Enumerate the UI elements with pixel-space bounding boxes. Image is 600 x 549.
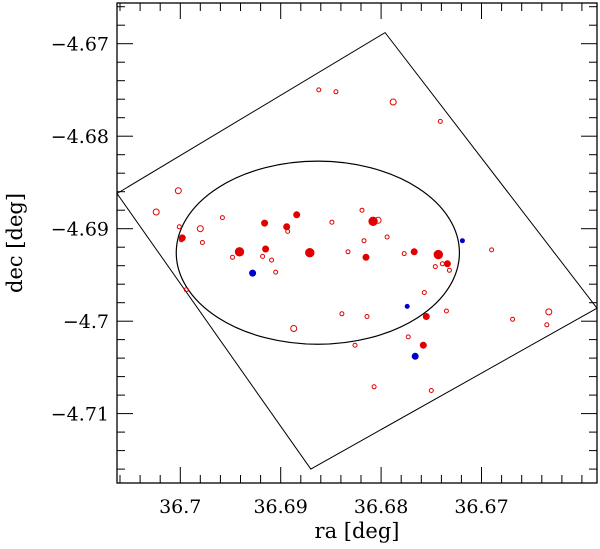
red-open-point [333, 89, 339, 95]
red-filled-point [368, 216, 378, 227]
red-open-point [443, 308, 449, 314]
y-tick-label: −4.69 [51, 219, 109, 241]
red-filled-point [443, 260, 451, 268]
red-filled-point [293, 211, 301, 219]
x-axis-label: ra [deg] [315, 519, 400, 543]
red-filled-point [362, 253, 370, 261]
red-open-point [260, 253, 266, 259]
red-open-point [152, 208, 160, 216]
blue-point [459, 238, 465, 244]
x-tick-label: 36.67 [454, 496, 508, 518]
red-filled-point [261, 219, 269, 227]
red-open-point [545, 308, 553, 316]
red-open-point [446, 267, 452, 273]
red-open-point [230, 254, 235, 260]
red-filled-point [178, 234, 186, 242]
red-open-point [176, 224, 182, 230]
x-tick-label: 36.7 [159, 496, 201, 518]
red-open-point [183, 287, 189, 293]
red-open-point [544, 322, 550, 328]
red-open-point [510, 316, 516, 322]
plot-frame [116, 2, 598, 484]
y-tick-label: −4.68 [51, 126, 109, 148]
red-open-point [196, 225, 204, 233]
red-open-point [428, 388, 434, 393]
x-tick-label: 36.68 [354, 496, 408, 518]
red-open-point [361, 238, 367, 244]
red-filled-point [410, 248, 418, 256]
red-open-point [316, 87, 322, 93]
red-open-point [359, 207, 365, 213]
footprint-layer [116, 31, 598, 470]
y-tick-label: −4.7 [63, 311, 109, 333]
red-filled-point [422, 313, 430, 320]
red-open-point [389, 98, 397, 106]
red-open-point [339, 311, 345, 317]
red-open-point [269, 257, 275, 263]
red-open-point [489, 247, 495, 253]
red-open-point [384, 234, 390, 240]
red-open-point [401, 251, 407, 257]
red-open-point [329, 219, 335, 225]
points-layer [152, 87, 553, 393]
red-filled-point [262, 245, 270, 253]
red-open-point [199, 240, 205, 245]
blue-point [411, 352, 419, 360]
red-open-point [371, 384, 377, 390]
red-filled-point [433, 249, 443, 260]
red-open-point [364, 314, 370, 319]
red-open-point [421, 290, 427, 295]
red-open-point [352, 342, 358, 348]
red-open-point [432, 264, 438, 270]
region-ellipse [175, 160, 461, 345]
x-tick-label: 36.69 [253, 496, 307, 518]
blue-point [249, 269, 257, 277]
red-open-point [273, 269, 279, 275]
red-open-point [345, 249, 351, 255]
y-tick-label: −4.71 [51, 404, 109, 426]
red-filled-point [283, 223, 291, 231]
red-filled-point [305, 248, 315, 258]
red-open-point [405, 334, 411, 340]
red-open-point [219, 215, 225, 221]
red-open-point [174, 187, 182, 195]
y-tick-label: −4.67 [51, 34, 109, 56]
axes-layer: 36.7 36.69 36.68 36.67 −4.67 −4.68 −4.69 −4.7 −4… [51, 2, 598, 518]
red-open-point [437, 118, 443, 124]
red-filled-point [419, 341, 427, 349]
red-filled-point [234, 247, 245, 257]
red-open-point [439, 261, 445, 267]
red-open-point [290, 325, 298, 332]
y-axis-label: dec [deg] [3, 193, 27, 293]
blue-point [404, 303, 410, 309]
field-footprint [116, 31, 598, 470]
